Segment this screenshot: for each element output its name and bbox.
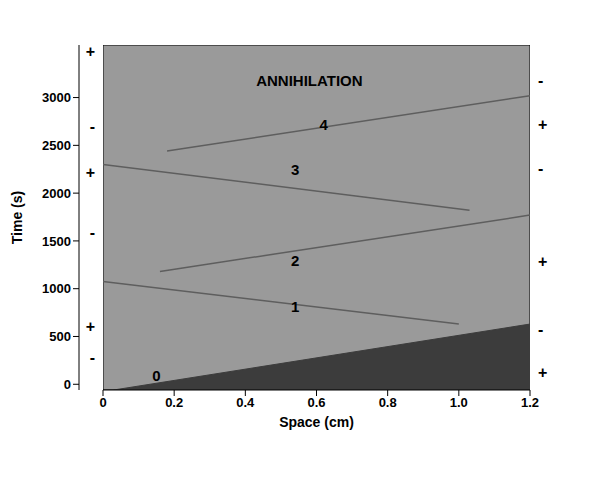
- svg-text:Space (cm): Space (cm): [279, 414, 354, 430]
- svg-text:-: -: [538, 72, 543, 89]
- svg-text:4: 4: [319, 116, 328, 133]
- svg-text:2000: 2000: [42, 186, 71, 201]
- svg-text:1.2: 1.2: [521, 395, 539, 410]
- svg-text:0: 0: [152, 367, 160, 384]
- svg-text:0.6: 0.6: [307, 395, 325, 410]
- svg-text:500: 500: [49, 329, 71, 344]
- svg-text:-: -: [90, 118, 95, 135]
- svg-text:2: 2: [291, 252, 299, 269]
- svg-text:+: +: [86, 43, 95, 60]
- svg-text:0: 0: [64, 377, 71, 392]
- svg-text:-: -: [90, 349, 95, 366]
- svg-text:3000: 3000: [42, 90, 71, 105]
- svg-text:+: +: [538, 116, 547, 133]
- svg-text:1.0: 1.0: [450, 395, 468, 410]
- svg-text:2500: 2500: [42, 138, 71, 153]
- svg-text:1500: 1500: [42, 234, 71, 249]
- svg-text:0.4: 0.4: [236, 395, 255, 410]
- svg-text:+: +: [86, 164, 95, 181]
- svg-text:ANNIHILATION: ANNIHILATION: [256, 72, 362, 89]
- svg-text:0: 0: [99, 395, 106, 410]
- svg-text:3: 3: [291, 161, 299, 178]
- svg-text:1000: 1000: [42, 281, 71, 296]
- svg-text:+: +: [538, 253, 547, 270]
- svg-text:1: 1: [291, 298, 299, 315]
- svg-text:+: +: [538, 364, 547, 381]
- svg-text:Time (s): Time (s): [9, 191, 25, 244]
- svg-text:-: -: [90, 224, 95, 241]
- svg-text:-: -: [538, 321, 543, 338]
- svg-text:-: -: [538, 160, 543, 177]
- svg-text:0.8: 0.8: [379, 395, 397, 410]
- svg-text:0.2: 0.2: [165, 395, 183, 410]
- svg-text:+: +: [86, 318, 95, 335]
